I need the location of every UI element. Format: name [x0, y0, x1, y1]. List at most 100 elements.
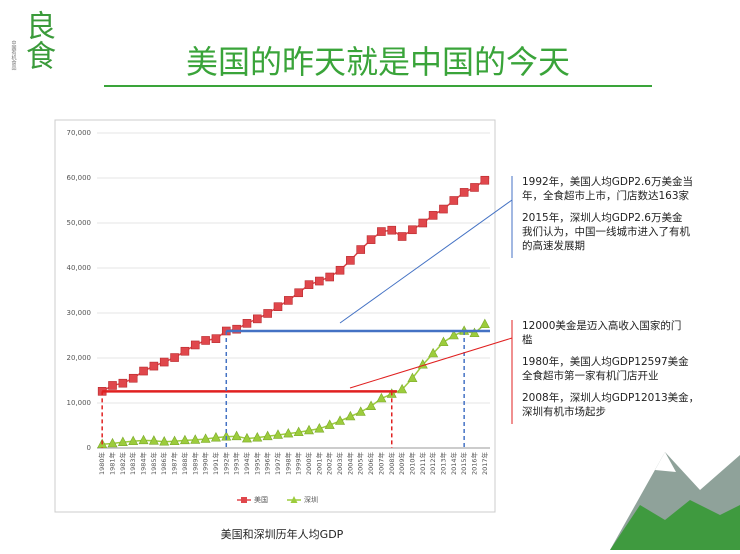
- marker: [170, 353, 179, 362]
- callout-text: 1980年，美国人均GDP12597美金: [522, 355, 689, 368]
- marker: [108, 381, 117, 390]
- marker: [397, 232, 407, 241]
- x-tick-label: 1986年: [159, 452, 168, 476]
- x-tick-label: 1984年: [139, 452, 148, 476]
- x-tick-label: 2014年: [449, 452, 458, 476]
- y-tick-label: 20,000: [67, 354, 92, 362]
- marker: [366, 235, 376, 244]
- legend-label: 美国: [254, 495, 268, 504]
- x-tick-label: 2015年: [459, 452, 468, 476]
- marker: [418, 218, 428, 228]
- marker: [138, 434, 149, 445]
- x-tick-label: 1980年: [97, 452, 106, 476]
- marker: [284, 296, 293, 305]
- marker: [355, 406, 366, 416]
- y-tick-label: 60,000: [67, 174, 92, 182]
- mountains: [610, 452, 740, 550]
- x-tick-label: 1997年: [273, 452, 282, 476]
- x-tick-label: 2005年: [356, 452, 365, 476]
- marker: [262, 430, 273, 441]
- marker: [272, 429, 283, 439]
- marker: [241, 432, 252, 443]
- x-tick-label: 2017年: [480, 452, 489, 476]
- callout-connector: [339, 199, 513, 324]
- marker: [439, 204, 448, 214]
- x-tick-label: 1989年: [190, 452, 199, 476]
- marker: [231, 430, 242, 441]
- marker: [232, 324, 241, 334]
- legend-marker: [241, 497, 247, 503]
- x-tick-label: 2016年: [469, 452, 478, 476]
- marker: [118, 378, 128, 388]
- y-tick-label: 10,000: [67, 399, 92, 407]
- callout-text: 槛: [522, 333, 533, 346]
- marker: [448, 329, 459, 340]
- marker: [469, 327, 480, 338]
- marker: [408, 225, 417, 235]
- y-tick-label: 40,000: [67, 264, 92, 272]
- callout-text: 年，全食超市上市，门店数达163家: [522, 189, 690, 202]
- marker: [315, 276, 324, 286]
- x-tick-label: 1999年: [294, 452, 303, 476]
- marker: [201, 336, 210, 345]
- legend-label: 深圳: [304, 495, 318, 504]
- marker: [356, 245, 366, 254]
- marker: [459, 188, 469, 197]
- logo: 良食: [20, 10, 55, 70]
- marker: [335, 265, 345, 275]
- marker: [128, 435, 139, 446]
- marker: [190, 340, 200, 350]
- marker: [180, 346, 190, 356]
- callout-text: 12000美金是迈入高收入国家的门: [522, 319, 681, 332]
- marker: [117, 436, 128, 446]
- x-tick-label: 2006年: [366, 452, 375, 476]
- x-tick-label: 1990年: [201, 452, 210, 476]
- x-tick-label: 1994年: [242, 452, 251, 476]
- marker: [149, 361, 159, 371]
- legend-marker: [290, 496, 298, 503]
- x-tick-label: 2011年: [418, 452, 427, 476]
- x-tick-label: 1983年: [128, 452, 137, 476]
- marker: [428, 347, 439, 358]
- x-tick-label: 2001年: [314, 452, 323, 476]
- callout-text: 深圳有机市场起步: [522, 405, 606, 418]
- marker: [479, 318, 490, 329]
- marker: [346, 256, 355, 265]
- marker: [335, 415, 346, 425]
- marker: [304, 424, 315, 435]
- marker: [480, 175, 490, 185]
- marker: [428, 211, 438, 220]
- x-tick-label: 1988年: [180, 452, 189, 476]
- marker: [397, 383, 408, 394]
- slide-title: 美国的昨天就是中国的今天: [186, 43, 570, 81]
- x-tick-label: 1992年: [221, 452, 230, 476]
- marker: [325, 272, 334, 282]
- x-tick-label: 1995年: [252, 452, 261, 476]
- x-tick-label: 2012年: [428, 452, 437, 476]
- marker: [169, 435, 180, 446]
- marker: [377, 227, 386, 236]
- marker: [210, 432, 221, 442]
- x-tick-label: 1998年: [283, 452, 292, 476]
- callout-connector: [349, 337, 513, 389]
- x-tick-label: 2009年: [397, 452, 406, 476]
- marker: [242, 319, 252, 328]
- callout-text: 2015年，深圳人均GDP2.6万美金: [522, 211, 683, 224]
- callout-text: 的高速发展期: [522, 239, 585, 252]
- marker: [324, 419, 335, 429]
- marker: [263, 309, 272, 318]
- marker: [159, 436, 170, 446]
- x-tick-label: 2010年: [407, 452, 416, 476]
- x-tick-label: 1996年: [263, 452, 272, 476]
- x-tick-label: 1985年: [149, 452, 158, 476]
- x-tick-label: 2003年: [335, 452, 344, 476]
- x-tick-label: 1982年: [118, 452, 127, 476]
- marker: [211, 334, 221, 343]
- marker: [387, 225, 397, 235]
- marker: [107, 437, 118, 448]
- marker: [252, 432, 263, 442]
- marker: [190, 434, 201, 444]
- marker: [407, 372, 418, 383]
- chart-caption: 美国和深圳历年人均GDP: [221, 527, 344, 541]
